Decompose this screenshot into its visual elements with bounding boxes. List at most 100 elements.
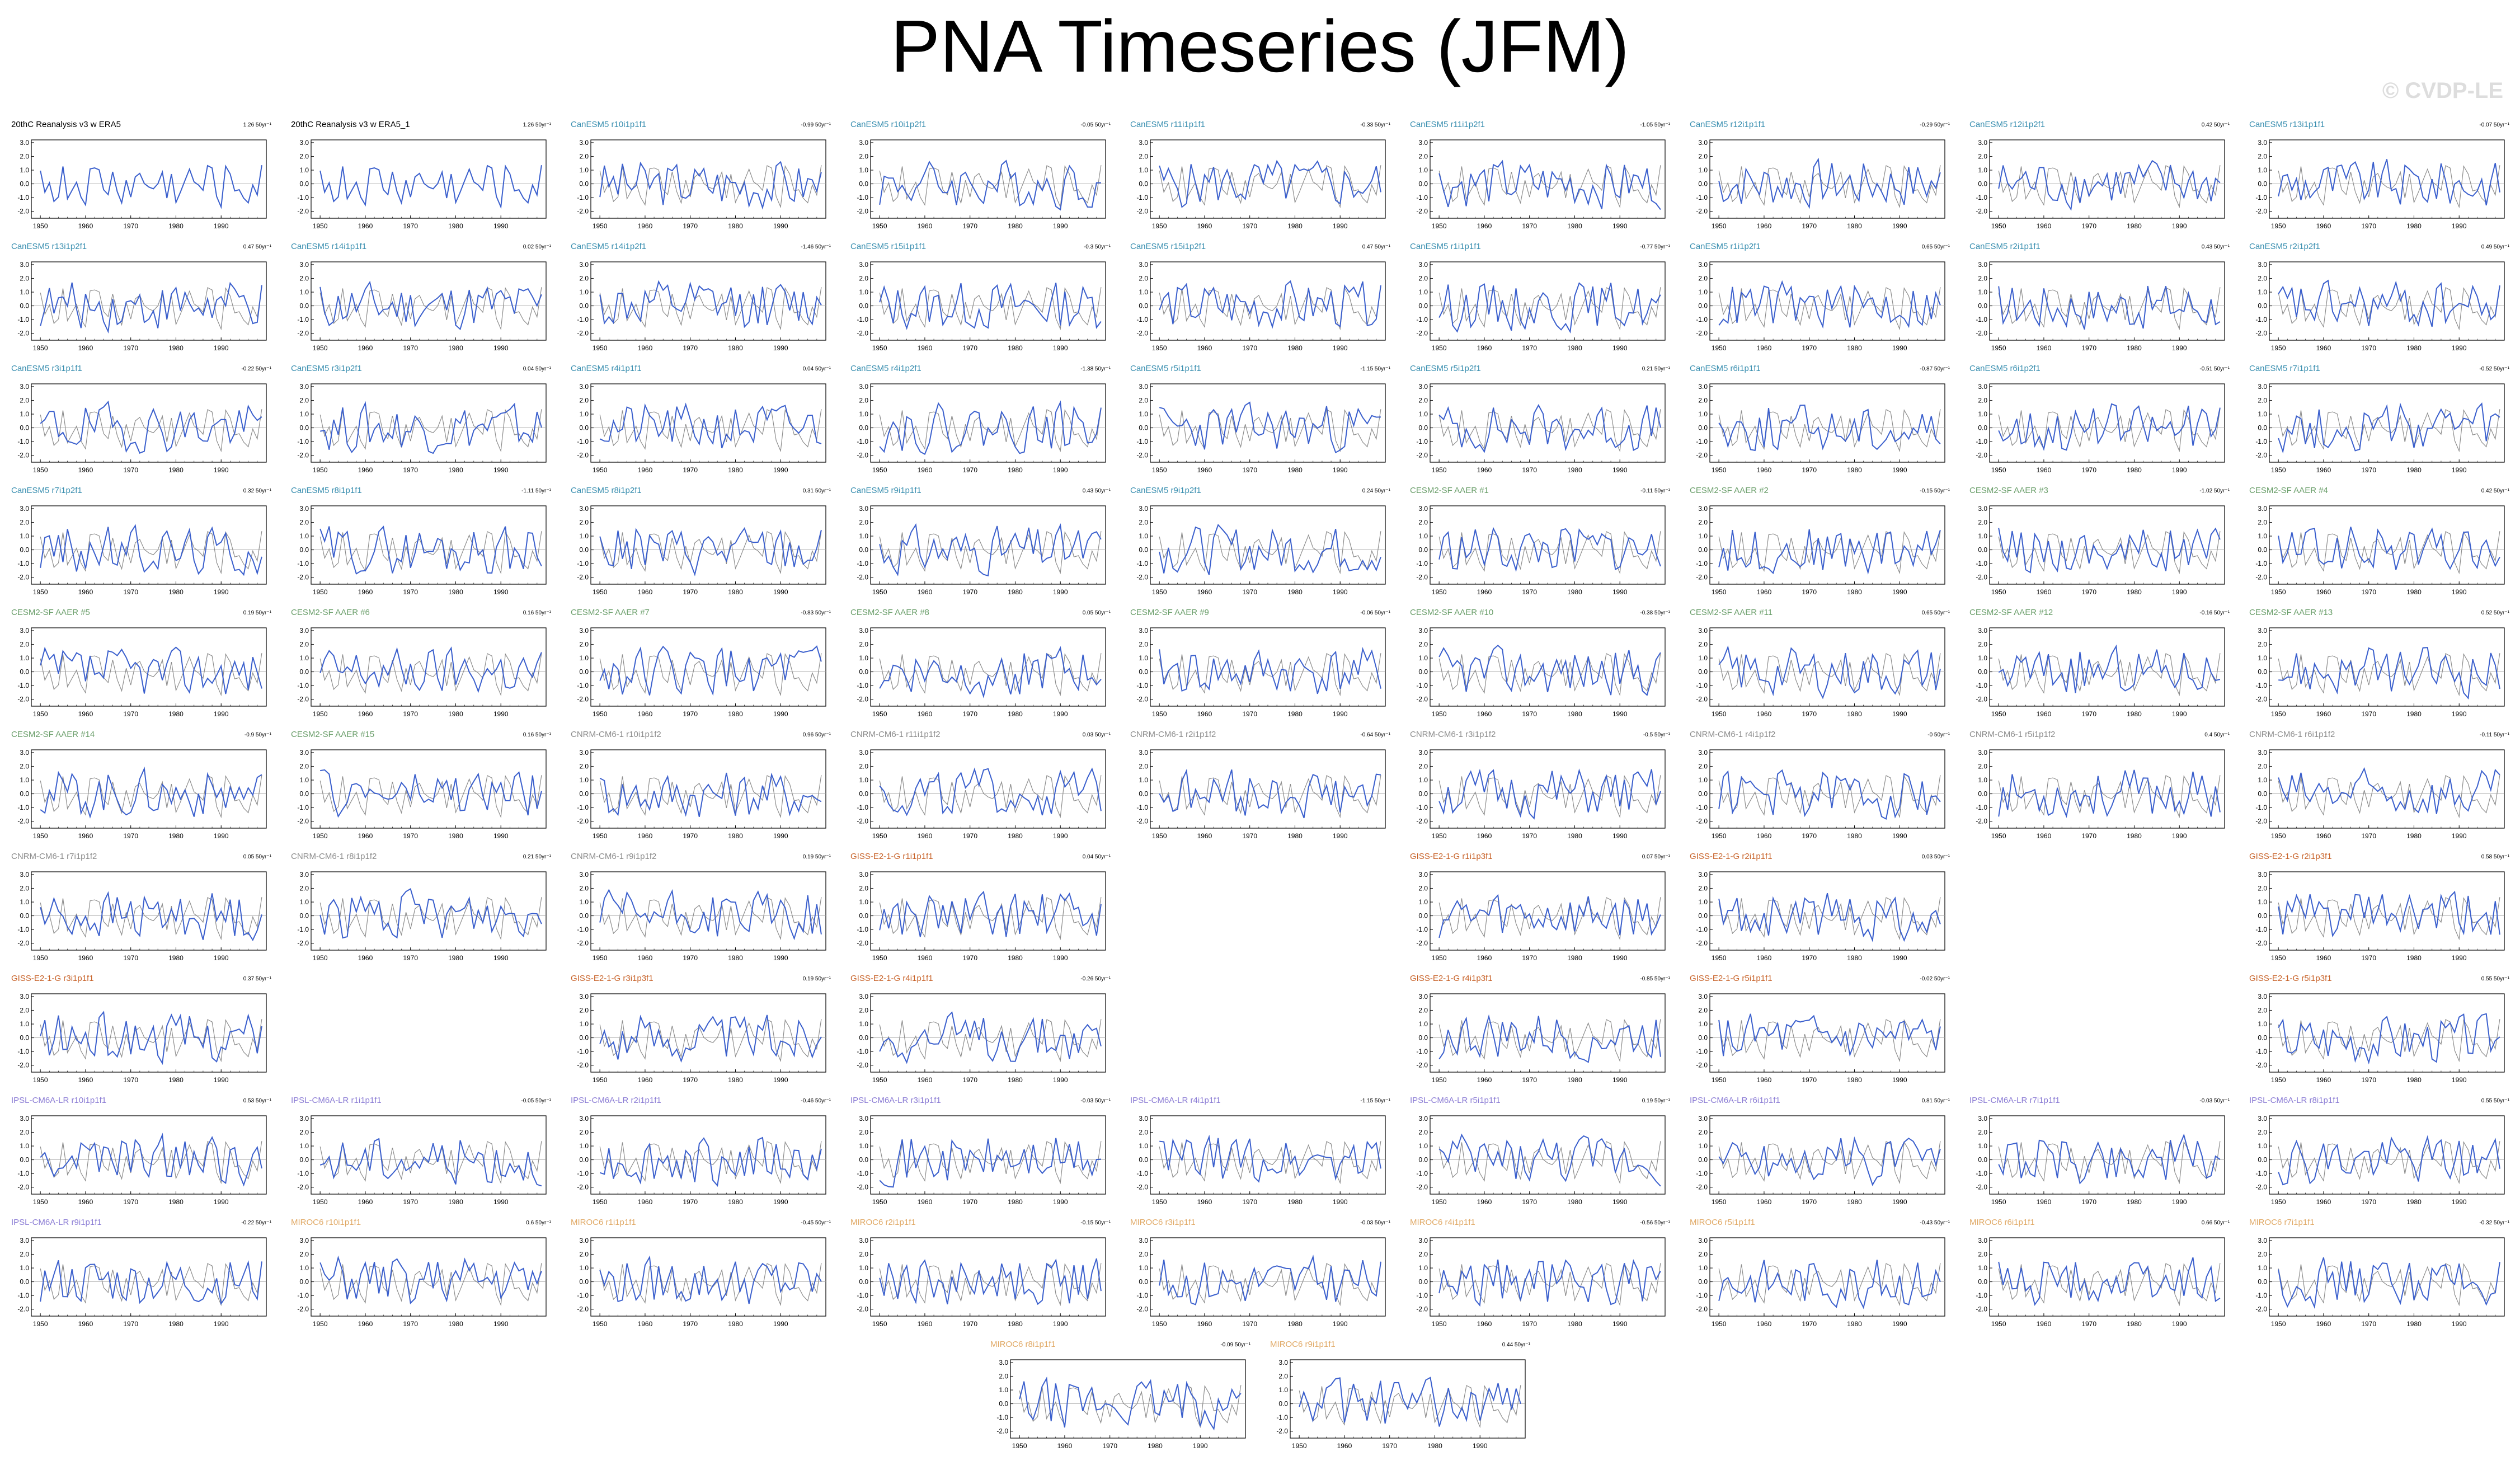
- x-tick-label: 1990: [2452, 222, 2467, 230]
- y-tick-label: 1.0: [20, 898, 29, 906]
- x-tick-label: 1980: [448, 344, 463, 352]
- obs-series-line: [1998, 1263, 2221, 1307]
- y-tick-label: 3.0: [2258, 627, 2267, 635]
- x-tick-label: 1980: [448, 588, 463, 596]
- model-series-line: [40, 400, 262, 454]
- plot-frame: [1150, 261, 1386, 341]
- y-tick-label: -2.0: [857, 818, 868, 825]
- y-tick-label: -1.0: [577, 316, 589, 323]
- y-tick-label: 2.0: [1698, 274, 1708, 282]
- panel-title: CNRM-CM6-1 r7i1p1f2: [11, 852, 97, 861]
- panel-title: MIROC6 r8i1p1f1: [990, 1340, 1056, 1349]
- x-tick-label: 1950: [313, 466, 328, 474]
- x-tick-label: 1980: [2406, 710, 2422, 718]
- y-tick-label: 2.0: [2258, 640, 2267, 648]
- x-tick-label: 1970: [962, 1320, 977, 1328]
- x-tick-label: 1960: [918, 832, 933, 840]
- x-tick-label: 1970: [962, 344, 977, 352]
- y-tick-label: -1.0: [1136, 1291, 1148, 1299]
- x-tick-label: 1970: [403, 344, 418, 352]
- x-tick-label: 1970: [1522, 1320, 1537, 1328]
- panel-title: CanESM5 r10i1p1f1: [571, 120, 647, 129]
- y-tick-label: -2.0: [1976, 818, 1987, 825]
- x-tick-label: 1950: [2271, 466, 2286, 474]
- x-tick-label: 1970: [1802, 1198, 1817, 1206]
- panel-trend: -0.26 50yr⁻¹: [1080, 976, 1111, 982]
- model-series-line: [1159, 524, 1381, 575]
- x-tick-label: 1980: [1567, 588, 1582, 596]
- page-title: PNA Timeseries (JFM): [890, 5, 1630, 87]
- y-tick-label: -1.0: [996, 1413, 1008, 1421]
- y-tick-label: -2.0: [1416, 574, 1428, 581]
- x-tick-label: 1960: [78, 466, 93, 474]
- y-tick-label: -1.0: [17, 1048, 29, 1055]
- y-tick-label: 1.0: [1978, 532, 1987, 540]
- panel-trend: -0.03 50yr⁻¹: [1080, 1098, 1111, 1104]
- obs-series-line: [1438, 1019, 1661, 1063]
- model-series-line: [319, 646, 542, 693]
- y-tick-label: 3.0: [2258, 139, 2267, 147]
- y-tick-label: 3.0: [299, 627, 309, 635]
- panel-trend: -0.38 50yr⁻¹: [1640, 610, 1670, 616]
- panel-title: CanESM5 r7i1p1f1: [2249, 364, 2320, 373]
- x-tick-label: 1990: [773, 954, 788, 962]
- y-tick-label: -2.0: [1696, 208, 1708, 215]
- panel-trend: 0.03 50yr⁻¹: [1921, 854, 1950, 860]
- x-tick-label: 1990: [1053, 1076, 1068, 1084]
- y-tick-label: 0.0: [20, 668, 29, 676]
- y-tick-label: 1.0: [1978, 654, 1987, 662]
- model-series-line: [1718, 529, 1941, 575]
- x-tick-label: 1970: [403, 1320, 418, 1328]
- y-tick-label: 3.0: [1698, 993, 1708, 1001]
- x-tick-label: 1990: [1892, 1076, 1907, 1084]
- x-tick-label: 1990: [1612, 1076, 1628, 1084]
- panel-trend: 0.37 50yr⁻¹: [243, 976, 271, 982]
- x-tick-label: 1990: [2172, 710, 2187, 718]
- panel-title: GISS-E2-1-G r3i1p3f1: [571, 974, 653, 983]
- x-tick-label: 1970: [2081, 1198, 2096, 1206]
- y-tick-label: 2.0: [999, 1372, 1008, 1380]
- x-tick-label: 1950: [313, 1320, 328, 1328]
- model-series-line: [1718, 769, 1941, 820]
- y-tick-label: 3.0: [2258, 1237, 2267, 1244]
- x-tick-label: 1980: [1847, 1320, 1862, 1328]
- y-tick-label: 0.0: [2258, 668, 2267, 676]
- x-tick-label: 1980: [168, 466, 184, 474]
- y-tick-label: -2.0: [1696, 696, 1708, 703]
- y-tick-label: -1.0: [1696, 1048, 1708, 1055]
- x-tick-label: 1970: [1802, 588, 1817, 596]
- x-tick-label: 1990: [493, 1198, 509, 1206]
- y-tick-label: -1.0: [297, 926, 309, 933]
- y-tick-label: 3.0: [20, 139, 29, 147]
- panel-title: CanESM5 r6i1p1f1: [1690, 364, 1761, 373]
- y-tick-label: -2.0: [1696, 1062, 1708, 1069]
- x-tick-label: 1990: [1892, 832, 1907, 840]
- x-tick-label: 1950: [2271, 344, 2286, 352]
- panel-trend: 0.24 50yr⁻¹: [1362, 488, 1390, 494]
- obs-series-line: [1019, 1385, 1242, 1429]
- y-tick-label: -2.0: [857, 1183, 868, 1191]
- model-series-line: [1438, 1259, 1661, 1307]
- x-tick-label: 1970: [1522, 1198, 1537, 1206]
- y-tick-label: 2.0: [1698, 640, 1708, 648]
- x-tick-label: 1970: [1242, 588, 1257, 596]
- x-tick-label: 1990: [1333, 344, 1348, 352]
- x-tick-label: 1960: [358, 588, 373, 596]
- x-tick-label: 1990: [214, 1198, 229, 1206]
- y-tick-label: -1.0: [2255, 926, 2267, 933]
- x-tick-label: 1960: [638, 466, 653, 474]
- x-tick-label: 1980: [1287, 466, 1303, 474]
- panel-trend: -1.15 50yr⁻¹: [1360, 1098, 1390, 1104]
- y-tick-label: 1.0: [579, 288, 589, 296]
- y-tick-label: 0.0: [1418, 1156, 1428, 1164]
- x-tick-label: 1960: [1757, 588, 1772, 596]
- y-tick-label: 0.0: [579, 790, 589, 798]
- x-tick-label: 1970: [403, 466, 418, 474]
- y-tick-label: -2.0: [857, 696, 868, 703]
- panel-title: GISS-E2-1-G r1i1p1f1: [850, 852, 933, 861]
